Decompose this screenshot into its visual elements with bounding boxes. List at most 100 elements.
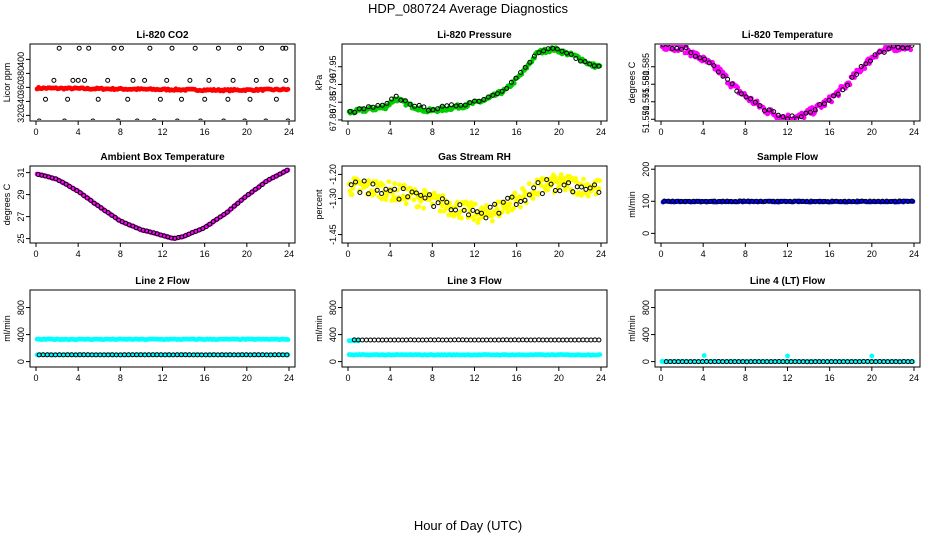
data-point-average: [192, 45, 198, 51]
data-point-raw: [381, 189, 387, 195]
data-point-raw: [530, 196, 536, 202]
data-point-average: [660, 45, 666, 48]
data-point-average: [263, 179, 269, 185]
data-point-raw: [439, 203, 445, 209]
data-point-average: [348, 182, 354, 188]
data-point-average: [548, 181, 554, 187]
x-tick-label: 4: [76, 127, 81, 137]
data-point-average: [457, 202, 463, 208]
data-point-average: [179, 96, 184, 102]
x-tick-label: 0: [345, 127, 350, 137]
x-tick-label: 16: [512, 127, 522, 137]
y-tick-label: 25: [16, 234, 26, 244]
data-point-average: [405, 194, 411, 200]
data-point-average: [225, 96, 231, 102]
data-point-average: [389, 96, 395, 102]
data-point-average: [76, 45, 82, 51]
x-tick-label: 8: [430, 127, 435, 137]
data-point-average: [580, 337, 586, 343]
y-tick-label: 67.85: [328, 91, 338, 114]
data-point-raw: [869, 353, 875, 359]
data-point-average: [505, 195, 511, 201]
x-tick-label: 4: [76, 373, 81, 383]
data-point-average: [432, 337, 437, 343]
plot-rh: Gas Stream RH 0 4 8 12 16 20 24 -1.45 -1.30 -1.20 p…: [314, 152, 608, 259]
data-point-raw: [785, 353, 790, 359]
data-point-average: [808, 109, 813, 115]
data-point-average: [235, 200, 241, 206]
y-tick-label: 400: [328, 327, 338, 342]
x-tick-label: 24: [284, 127, 294, 137]
data-point-average: [771, 109, 777, 115]
y-tick-label: 380: [16, 66, 26, 81]
data-point-average: [840, 87, 846, 93]
data-point-raw: [459, 215, 464, 221]
data-point-average: [175, 118, 180, 120]
y-tick-label: -1.30: [328, 188, 338, 209]
data-point-average: [561, 182, 567, 188]
data-point-raw: [583, 190, 588, 196]
data-point-average: [582, 59, 588, 65]
data-point-raw: [392, 181, 397, 186]
data-point-average: [831, 93, 837, 99]
y-tick-label: 400: [641, 327, 651, 342]
data-point-average: [366, 104, 371, 110]
x-tick-label: 16: [200, 373, 210, 383]
data-point-average: [752, 99, 758, 105]
data-point-average: [379, 337, 385, 343]
data-point-average: [492, 201, 498, 207]
data-point-average: [674, 45, 680, 51]
data-point-average: [285, 118, 291, 120]
data-point-average: [520, 337, 526, 343]
data-point-average: [909, 198, 915, 204]
data-point-average: [513, 75, 519, 81]
data-point-average: [734, 88, 740, 94]
x-tick-label: 0: [345, 373, 350, 383]
data-point-raw: [490, 218, 495, 224]
data-point-average: [422, 195, 428, 201]
data-point-average: [496, 210, 502, 216]
x-tick-label: 24: [909, 249, 919, 259]
data-point-average: [84, 195, 90, 201]
data-point-average: [70, 186, 76, 191]
data-point-average: [480, 337, 486, 343]
plot-frame: [654, 165, 921, 244]
data-point-average: [252, 186, 258, 192]
data-point-average: [557, 188, 563, 194]
plot-line3-flow: Line 3 Flow 0 4 8 12 16 20 24 0 400 800 ml/min: [314, 276, 608, 383]
data-point-raw: [403, 201, 409, 207]
data-point-average: [552, 337, 558, 343]
data-point-average: [449, 102, 454, 108]
data-point-raw: [785, 112, 791, 118]
data-point-average: [849, 74, 855, 80]
data-point-average: [536, 50, 542, 56]
x-tick-label: 0: [33, 373, 38, 383]
data-point-average: [395, 337, 401, 343]
data-point-average: [509, 194, 515, 200]
data-point-average: [583, 186, 589, 192]
data-point-average: [90, 118, 96, 120]
data-point-average: [403, 337, 409, 343]
data-point-average: [416, 102, 422, 108]
data-point-average: [359, 337, 365, 343]
x-tick-label: 12: [469, 127, 479, 137]
data-point-average: [472, 337, 478, 343]
y-tick-label: 400: [16, 327, 26, 342]
data-point-average: [63, 181, 69, 187]
y-tick-label: 67.95: [328, 55, 338, 78]
data-point-average: [118, 45, 124, 51]
data-point-raw: [522, 188, 527, 194]
data-point-average: [430, 107, 436, 113]
x-tick-label: 16: [512, 373, 522, 383]
data-point-average: [487, 204, 493, 210]
data-point-raw: [442, 197, 448, 203]
data-point-raw: [416, 204, 422, 209]
data-point-average: [352, 109, 358, 115]
data-point-average: [453, 103, 459, 109]
data-point-average: [909, 359, 915, 365]
data-point-average: [387, 337, 393, 343]
plot-title: Li-820 Pressure: [437, 30, 512, 41]
data-point-average: [522, 64, 528, 70]
x-tick-label: 4: [701, 127, 706, 137]
